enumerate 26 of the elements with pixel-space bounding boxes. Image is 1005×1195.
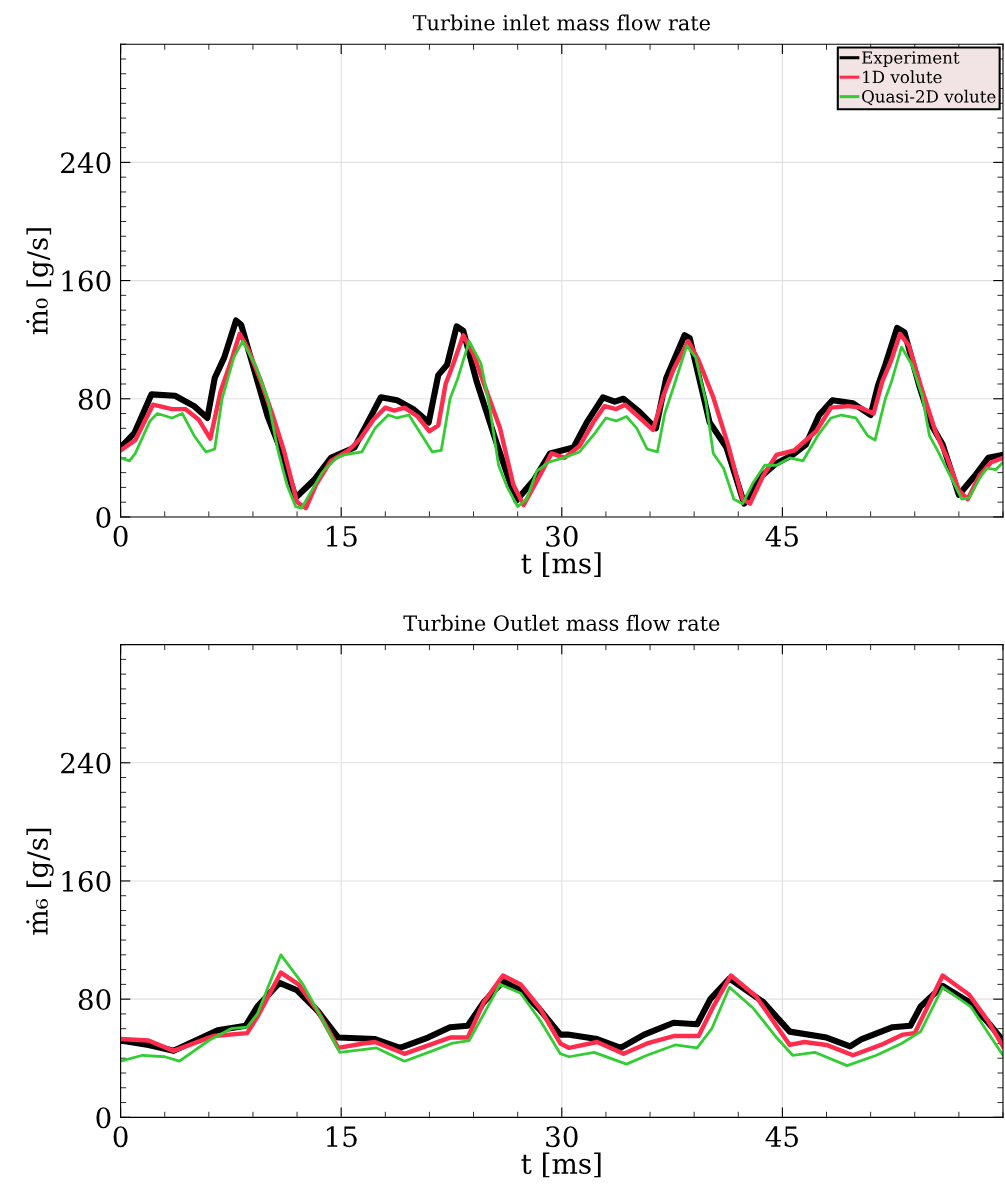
y-tick-label: 80 <box>78 388 111 410</box>
y-tick-label: 240 <box>61 152 111 174</box>
chart-title: Turbine Outlet mass flow rate <box>403 614 720 631</box>
x-tick-label: 15 <box>326 1126 357 1148</box>
y-tick-label: 160 <box>62 870 111 892</box>
x-tick-label: 0 <box>113 1126 128 1148</box>
y-tick-label: 80 <box>78 989 111 1011</box>
y-tick-label: 0 <box>96 506 111 528</box>
line-series <box>120 953 1003 1068</box>
legend-label: Quasi-2D volute <box>862 89 996 106</box>
x-axis-title: t [ms] <box>521 552 601 577</box>
legend-label: Experiment <box>862 51 960 68</box>
x-axis-title: t [ms] <box>521 1152 601 1178</box>
y-tick-label: 0 <box>96 1107 111 1129</box>
x-tick-label: 45 <box>765 1126 798 1148</box>
y-axis-title: ṁ₆ [g/s] <box>26 828 54 935</box>
y-axis-title: ṁ₀ [g/s] <box>26 228 54 335</box>
x-tick-label: 45 <box>765 525 798 547</box>
x-tick-label: 15 <box>326 525 357 547</box>
x-tick-label: 30 <box>546 1126 578 1148</box>
chart-title: Turbine inlet mass flow rate <box>412 14 710 31</box>
x-tick-label: 0 <box>113 525 128 547</box>
legend-label: 1D volute <box>863 70 942 84</box>
y-tick-label: 240 <box>61 752 111 774</box>
x-tick-label: 30 <box>546 525 578 547</box>
y-tick-label: 160 <box>62 270 111 292</box>
